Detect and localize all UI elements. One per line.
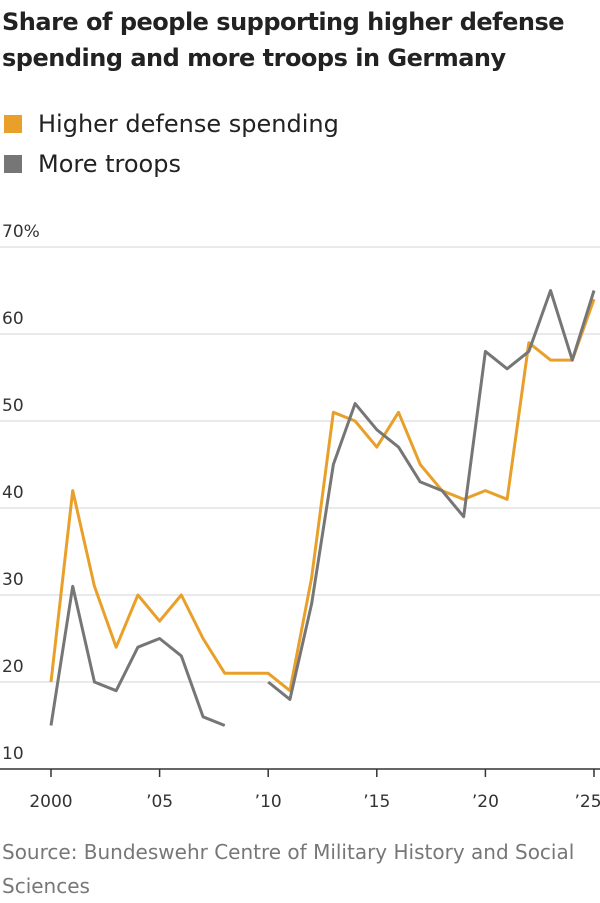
x-tick-label: 2000 bbox=[29, 792, 72, 812]
y-tick-label: 60 bbox=[2, 309, 24, 329]
x-tick-label: ’10 bbox=[255, 792, 282, 812]
legend-item: More troops bbox=[4, 150, 181, 178]
source-note: Source: Bundeswehr Centre of Military Hi… bbox=[2, 840, 575, 898]
y-tick-label: 70% bbox=[2, 222, 40, 242]
y-tick-label: 50 bbox=[2, 396, 24, 416]
legend-swatch bbox=[4, 115, 22, 133]
x-tick-label: ’20 bbox=[472, 792, 499, 812]
y-tick-label: 40 bbox=[2, 483, 24, 503]
x-tick-label: ’15 bbox=[363, 792, 390, 812]
legend-swatch bbox=[4, 155, 22, 173]
chart-title: Share of people supporting higher defens… bbox=[2, 8, 565, 72]
series-line bbox=[49, 298, 596, 693]
legend-label: Higher defense spending bbox=[38, 110, 339, 138]
y-tick-label: 20 bbox=[2, 657, 24, 677]
legend-label: More troops bbox=[38, 150, 181, 178]
x-tick-label: ’05 bbox=[146, 792, 173, 812]
series-line bbox=[49, 289, 596, 727]
y-tick-label: 30 bbox=[2, 570, 24, 590]
y-tick-label: 10 bbox=[2, 744, 24, 764]
x-tick-label: ’25 bbox=[574, 792, 600, 812]
legend-item: Higher defense spending bbox=[4, 110, 339, 138]
